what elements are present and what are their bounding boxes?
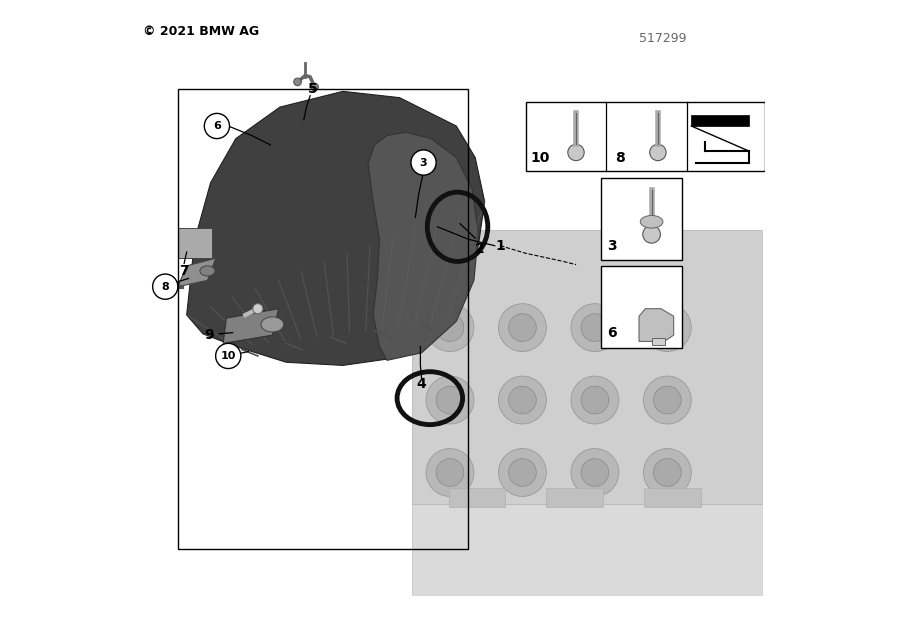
Circle shape (253, 304, 263, 314)
Circle shape (508, 459, 536, 486)
Text: 6: 6 (607, 326, 616, 340)
Circle shape (581, 314, 608, 341)
Text: 10: 10 (220, 351, 236, 361)
Circle shape (571, 376, 619, 424)
Circle shape (644, 449, 691, 496)
Circle shape (426, 304, 474, 352)
Bar (601, 178, 682, 260)
Circle shape (581, 459, 608, 486)
Circle shape (310, 83, 319, 91)
Bar (178, 228, 212, 258)
Polygon shape (178, 258, 216, 287)
Circle shape (650, 144, 666, 161)
Circle shape (499, 304, 546, 352)
Text: 3: 3 (607, 239, 616, 253)
Circle shape (293, 78, 302, 86)
Bar (652, 338, 665, 345)
Polygon shape (639, 309, 673, 341)
Polygon shape (186, 91, 485, 365)
Polygon shape (412, 504, 761, 595)
Ellipse shape (261, 317, 284, 332)
Circle shape (644, 304, 691, 352)
Circle shape (643, 226, 661, 243)
Text: 5: 5 (308, 83, 318, 96)
Circle shape (436, 459, 464, 486)
Ellipse shape (200, 266, 215, 276)
Circle shape (426, 449, 474, 496)
Circle shape (153, 274, 178, 299)
Ellipse shape (640, 215, 663, 228)
Circle shape (644, 376, 691, 424)
Circle shape (204, 113, 230, 139)
Circle shape (653, 386, 681, 414)
Circle shape (581, 386, 608, 414)
Text: 8: 8 (615, 151, 625, 164)
Bar (412, 230, 762, 595)
Circle shape (508, 314, 536, 341)
Text: 9: 9 (204, 328, 214, 342)
Circle shape (571, 449, 619, 496)
Text: 1: 1 (496, 239, 505, 253)
Bar (526, 102, 765, 171)
Text: 6: 6 (213, 121, 220, 131)
Circle shape (499, 376, 546, 424)
Circle shape (508, 386, 536, 414)
Circle shape (216, 343, 241, 369)
Circle shape (426, 376, 474, 424)
Text: 2: 2 (475, 242, 485, 256)
Polygon shape (223, 309, 279, 343)
Polygon shape (368, 132, 479, 360)
Text: 10: 10 (530, 151, 549, 164)
Bar (178, 89, 468, 549)
Bar (546, 488, 603, 507)
Polygon shape (412, 230, 761, 504)
Circle shape (436, 314, 464, 341)
Circle shape (411, 150, 436, 175)
Bar (644, 488, 701, 507)
Text: 3: 3 (419, 158, 428, 168)
Polygon shape (691, 115, 749, 126)
Bar (449, 488, 506, 507)
Text: 8: 8 (161, 282, 169, 292)
Text: © 2021 BMW AG: © 2021 BMW AG (142, 25, 258, 38)
Text: 7: 7 (179, 264, 189, 278)
Circle shape (568, 144, 584, 161)
Text: 4: 4 (417, 377, 427, 391)
Circle shape (653, 459, 681, 486)
Text: 517299: 517299 (639, 32, 686, 45)
Circle shape (499, 449, 546, 496)
Circle shape (653, 314, 681, 341)
Bar (601, 266, 682, 348)
Circle shape (436, 386, 464, 414)
Circle shape (571, 304, 619, 352)
